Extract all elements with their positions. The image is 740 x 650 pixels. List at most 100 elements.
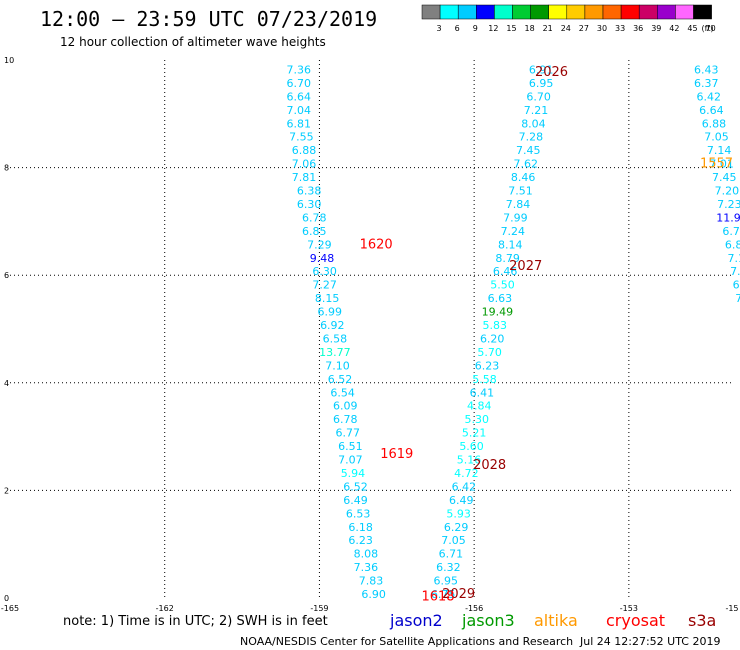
swh-value: 6.09 [333, 400, 358, 413]
colorbar-swatch [548, 4, 568, 20]
swh-value: 6.63 [488, 292, 513, 305]
swh-value: 5.93 [446, 507, 471, 520]
track-label: 2027 [509, 259, 542, 274]
colorbar-tick-label: 39 [651, 24, 661, 33]
swh-value: 7.62 [513, 158, 538, 171]
y-tick-label: 0 [4, 594, 9, 603]
swh-value: 4.84 [467, 400, 492, 413]
swh-value: 7.24 [501, 225, 526, 238]
track-label: 2029 [442, 587, 475, 602]
swh-value: 7.17 [735, 292, 740, 305]
legend-item: cryosat [606, 611, 665, 630]
swh-value: 6.30 [312, 265, 337, 278]
swh-value: 6.49 [449, 494, 474, 507]
data-points: 7.366.706.647.046.817.556.887.067.816.38… [287, 63, 740, 601]
colorbar-swatch [584, 4, 604, 20]
swh-value: 7.51 [508, 185, 533, 198]
swh-value: 6.88 [292, 144, 317, 157]
swh-value: 7.11 [727, 252, 740, 265]
swh-value: 5.70 [477, 346, 502, 359]
colorbar-tick-label: 45 [687, 24, 697, 33]
swh-value: 6.81 [287, 117, 312, 130]
swh-value: 7.45 [712, 171, 737, 184]
colorbar-tick-label: 3 [437, 24, 442, 33]
swh-value: 8.14 [498, 238, 523, 251]
swh-value: 7.14 [707, 144, 732, 157]
swh-value: 6.95 [434, 575, 459, 588]
swh-value: 5.21 [462, 427, 487, 440]
track-label: 2028 [473, 458, 506, 473]
swh-value: 7.83 [359, 575, 384, 588]
swh-value: 6.77 [336, 427, 361, 440]
swh-value: 5.30 [464, 413, 489, 426]
swh-value: 7.36 [287, 63, 312, 76]
colorbar-tick-label: 30 [597, 24, 607, 33]
swh-value: 8.15 [315, 292, 340, 305]
swh-value: 7.21 [524, 104, 549, 117]
swh-value: 5.60 [459, 440, 484, 453]
swh-value: 6.29 [444, 521, 469, 534]
axis-ticks: -165 -162 -159 -156 -153 -15 0 2 4 6 8 10 [1, 56, 739, 613]
colorbar-tick-label: 27 [579, 24, 589, 33]
swh-value: 5.58 [472, 373, 497, 386]
legend-item: jason2 [389, 611, 443, 630]
swh-value: 8.04 [521, 117, 546, 130]
x-tick-label: -165 [1, 604, 19, 613]
x-tick-label: -159 [310, 604, 328, 613]
swh-value: 6.99 [317, 306, 342, 319]
colorbar-tick-label: 12 [488, 24, 498, 33]
timestamp-text: Jul 24 12:27:52 UTC 2019 [579, 635, 720, 648]
swh-value: 6.37 [694, 77, 719, 90]
y-tick-label: 6 [4, 271, 9, 280]
colorbar-swatch [439, 4, 459, 20]
swh-value: 6.54 [330, 386, 355, 399]
x-tick-label: -153 [620, 604, 638, 613]
y-tick-label: 10 [4, 56, 14, 65]
swh-value: 7.20 [715, 185, 740, 198]
track-label: 2026 [535, 65, 568, 80]
swh-value: 8.79 [495, 252, 520, 265]
colorbar-unit: (ft) [702, 24, 714, 33]
swh-value: 19.49 [482, 306, 514, 319]
swh-value: 6.41 [470, 386, 495, 399]
colorbar-tick-label: 24 [561, 24, 571, 33]
swh-value: 7.45 [516, 144, 541, 157]
swh-value: 6.78 [302, 211, 327, 224]
colorbar-swatch [602, 4, 622, 20]
colorbar-tick-label: 15 [506, 24, 516, 33]
swh-value: 6.53 [346, 507, 371, 520]
satellite-legend: jason2 jason3 altika cryosat s3a [389, 611, 716, 630]
colorbar-swatch [638, 4, 658, 20]
swh-value: 7.05 [441, 534, 466, 547]
x-tick-label: -156 [465, 604, 483, 613]
swh-value: 5.83 [483, 319, 508, 332]
swh-value: 6.78 [333, 413, 358, 426]
x-tick-label: -162 [156, 604, 174, 613]
swh-value: 6.42 [697, 90, 722, 103]
colorbar-swatch [566, 4, 586, 20]
swh-value: 6.88 [702, 117, 727, 130]
swh-value: 6.18 [348, 521, 373, 534]
swh-value: 6.43 [694, 63, 719, 76]
swh-value: 6.70 [526, 90, 551, 103]
footer-note: note: 1) Time is in UTC; 2) SWH is in fe… [63, 614, 328, 629]
swh-value: 8.46 [511, 171, 536, 184]
swh-value: 7.99 [503, 211, 528, 224]
swh-value: 6.51 [338, 440, 363, 453]
gridlines [10, 60, 732, 598]
swh-value: 6.64 [699, 104, 724, 117]
colorbar: 3 6 9 12 15 18 21 24 27 30 33 36 39 42 45 70(ft) [421, 4, 716, 33]
track-label: 1620 [360, 237, 393, 252]
swh-value: 6.79 [722, 225, 740, 238]
credit-text: NOAA/NESDIS Center for Satellite Applica… [240, 635, 573, 648]
swh-value: 6.52 [328, 373, 353, 386]
colorbar-tick-label: 33 [615, 24, 625, 33]
swh-value: 6.95 [529, 77, 554, 90]
colorbar-swatch [657, 4, 676, 20]
swh-value: 6.75 [733, 279, 740, 292]
x-tick-label: -15 [725, 604, 738, 613]
colorbar-swatch [457, 4, 477, 20]
swh-value: 6.90 [361, 588, 386, 601]
swh-value: 7.28 [519, 131, 544, 144]
